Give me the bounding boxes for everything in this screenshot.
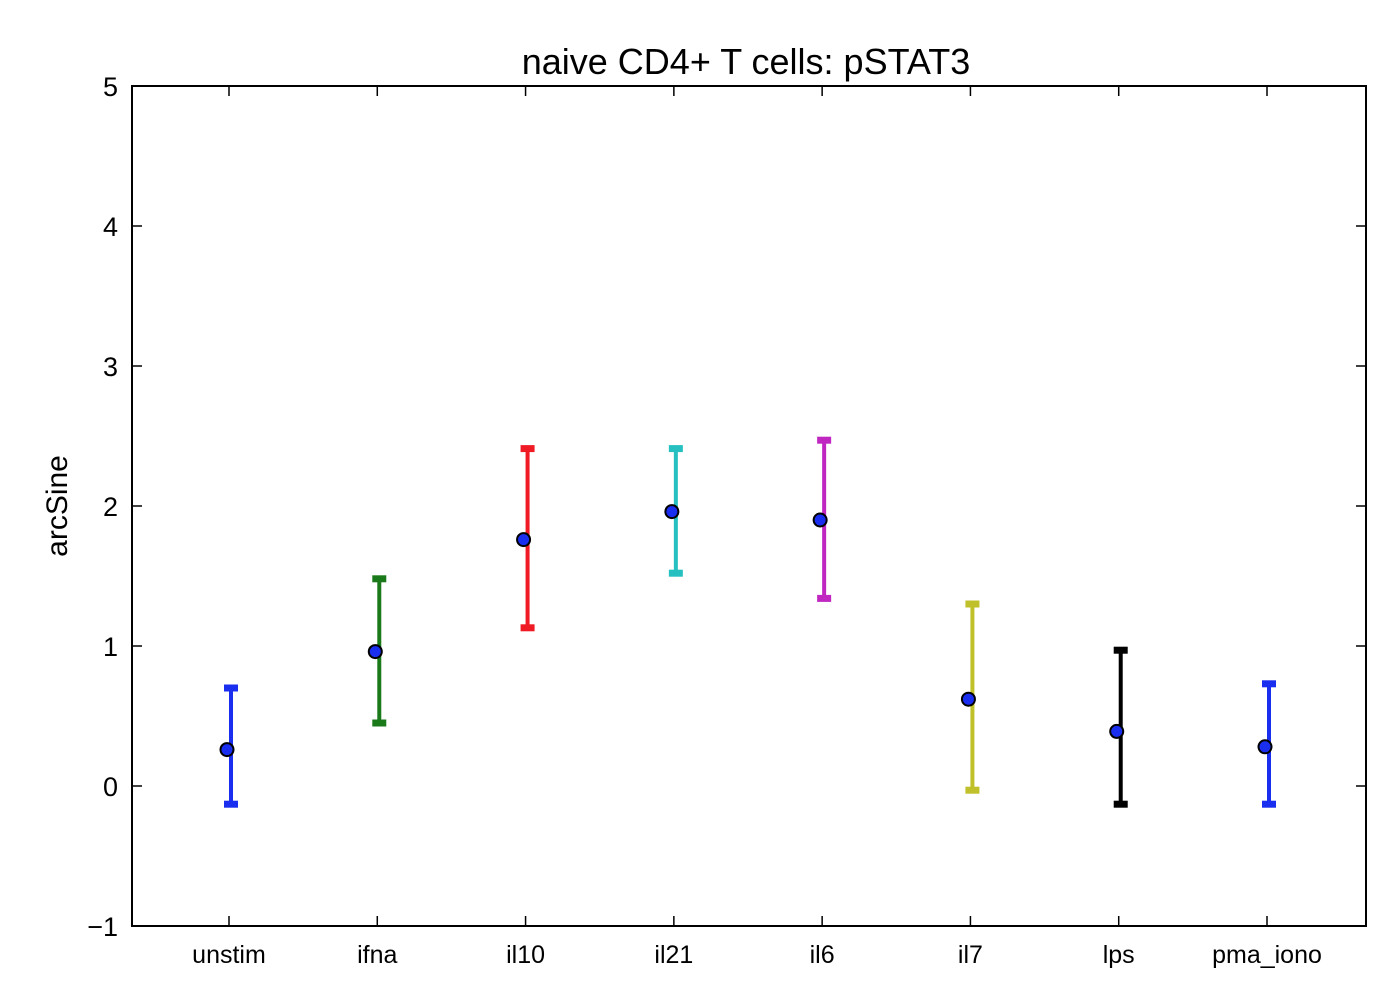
mean-point-unstim [219,742,235,758]
y-tick-label: −1 [87,912,118,942]
x-tick-label-lps: lps [1103,941,1135,969]
mean-point-pma_iono [1257,739,1273,755]
mean-point-il10 [516,532,532,548]
error-bar-group-il6 [812,436,832,602]
error-bar-group-lps [1109,646,1128,808]
mean-point-il6 [812,512,828,528]
error-bar-group-il21 [664,445,683,577]
x-axis: unstim ifna il10 il21 il6 il7 lps pma_iono [192,86,1322,969]
x-tick-label-il6: il6 [810,941,835,969]
mean-point-il7 [960,691,976,707]
y-tick-label: 2 [103,492,118,522]
x-tick-label-il21: il21 [654,941,693,969]
y-tick-label: 1 [103,632,118,662]
error-bar-group-pma_iono [1257,680,1276,808]
mean-point-ifna [367,644,383,660]
y-axis: −1 0 1 2 3 4 5 [87,72,1366,942]
y-tick-label: 3 [103,352,118,382]
x-tick-label-unstim: unstim [192,941,266,969]
error-bar-group-unstim [219,684,238,808]
x-tick-label-pma_iono: pma_iono [1212,941,1322,969]
x-tick-label-il10: il10 [506,941,545,969]
x-tick-label-ifna: ifna [357,941,397,969]
y-axis-label: arcSine [41,455,74,557]
error-bar-group-ifna [367,575,387,727]
data-series [219,436,1276,808]
chart-title: naive CD4+ T cells: pSTAT3 [522,41,971,82]
error-bar-group-il7 [960,600,980,794]
y-tick-label: 0 [103,772,118,802]
mean-point-il21 [664,504,680,520]
plot-frame [131,85,1367,927]
x-tick-label-il7: il7 [958,941,983,969]
mean-point-lps [1109,723,1125,739]
y-tick-label: 4 [103,212,118,242]
y-tick-label: 5 [103,72,118,102]
error-bar-group-il10 [516,445,535,632]
